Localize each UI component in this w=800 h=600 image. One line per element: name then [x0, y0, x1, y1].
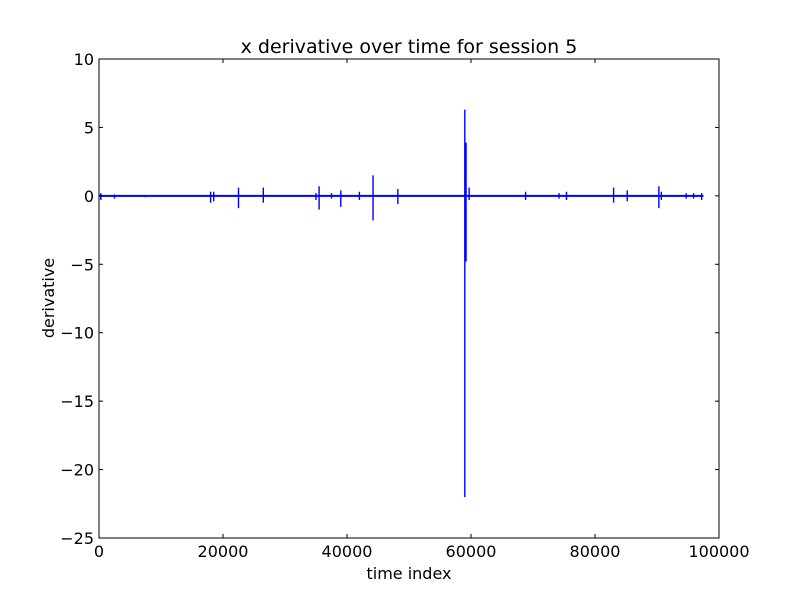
- x-axis-label: time index: [366, 564, 451, 583]
- y-tick-label: 0: [84, 187, 94, 206]
- plot-frame: [98, 58, 720, 539]
- axis-ticks-group: [98, 58, 720, 539]
- chart-title: x derivative over time for session 5: [241, 36, 578, 58]
- x-tick-label: 0: [94, 542, 104, 561]
- x-tick-label: 80000: [570, 542, 621, 561]
- x-tick-label: 40000: [322, 542, 373, 561]
- x-tick-label: 20000: [198, 542, 249, 561]
- y-tick-label: −25: [60, 529, 94, 548]
- x-tick-label: 100000: [688, 542, 749, 561]
- y-tick-label: −10: [60, 324, 94, 343]
- y-axis-label: derivative: [39, 258, 58, 338]
- y-tick-label: 10: [74, 50, 94, 69]
- y-tick-label: −5: [70, 255, 94, 274]
- tick-labels-group: 0 20000 40000 60000 80000 100000 10 5 0 −5 −10 −15 −…: [60, 50, 749, 561]
- y-tick-label: 5: [84, 118, 94, 137]
- y-tick-label: −20: [60, 461, 94, 480]
- y-tick-label: −15: [60, 392, 94, 411]
- plot-series-group: [99, 109, 704, 497]
- x-tick-label: 60000: [446, 542, 497, 561]
